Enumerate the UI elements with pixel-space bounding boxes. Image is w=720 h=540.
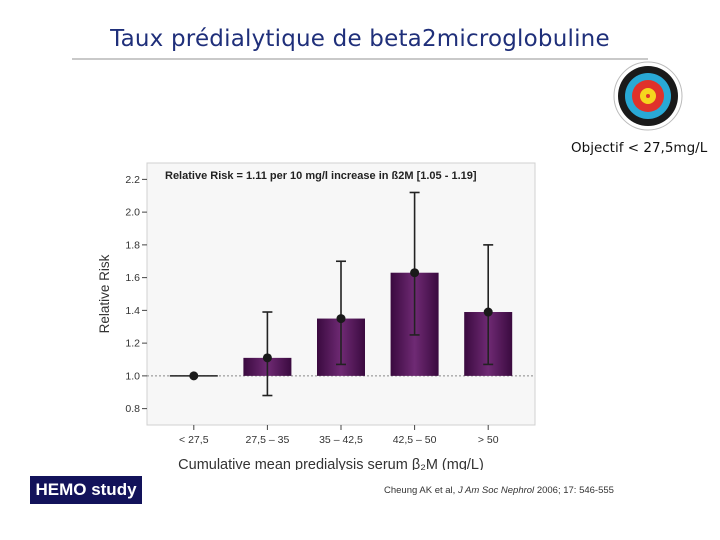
- x-tick-label: 42,5 – 50: [393, 434, 437, 446]
- title-divider: [72, 58, 648, 60]
- citation: Cheung AK et al, J Am Soc Nephrol 2006; …: [384, 485, 614, 496]
- data-point: [189, 371, 199, 381]
- relative-risk-chart: 0.8 1.0 1.2 1.4 1.6 1.8 2.0 2.2 < 27,5 27,5 – 35 3…: [97, 162, 536, 470]
- y-tick-label: 1.8: [125, 239, 140, 251]
- y-tick-label: 2.2: [125, 174, 140, 186]
- x-tick-label: 35 – 42,5: [319, 434, 363, 446]
- chart-title: Relative Risk = 1.11 per 10 mg/l increas…: [165, 170, 477, 182]
- x-tick-label: > 50: [478, 434, 499, 446]
- y-tick-label: 1.6: [125, 272, 140, 284]
- data-point: [336, 314, 346, 324]
- x-axis-label: Cumulative mean predialysis serum β₂M (m…: [178, 457, 484, 470]
- data-point: [483, 307, 493, 317]
- y-axis-label: Relative Risk: [97, 254, 112, 333]
- archery-target-icon: [613, 61, 683, 131]
- y-tick-label: 1.2: [125, 338, 140, 350]
- y-tick-label: 0.8: [125, 403, 140, 415]
- y-tick-label: 1.0: [125, 370, 140, 382]
- objective-label: Objectif < 27,5mg/L: [571, 140, 708, 156]
- citation-authors: Cheung AK et al,: [384, 485, 456, 496]
- data-point: [410, 268, 420, 278]
- citation-journal: J Am Soc Nephrol: [457, 485, 535, 496]
- y-tick-label: 1.4: [125, 305, 140, 317]
- hemo-study-logo: HEMO study: [30, 476, 142, 504]
- x-tick-label: < 27,5: [179, 434, 209, 446]
- y-tick-label: 2.0: [125, 207, 140, 219]
- citation-details: 2006; 17: 546-555: [536, 485, 614, 496]
- x-tick-label: 27,5 – 35: [246, 434, 290, 446]
- data-point: [262, 353, 272, 363]
- slide-title: Taux prédialytique de beta2microglobulin…: [110, 26, 610, 52]
